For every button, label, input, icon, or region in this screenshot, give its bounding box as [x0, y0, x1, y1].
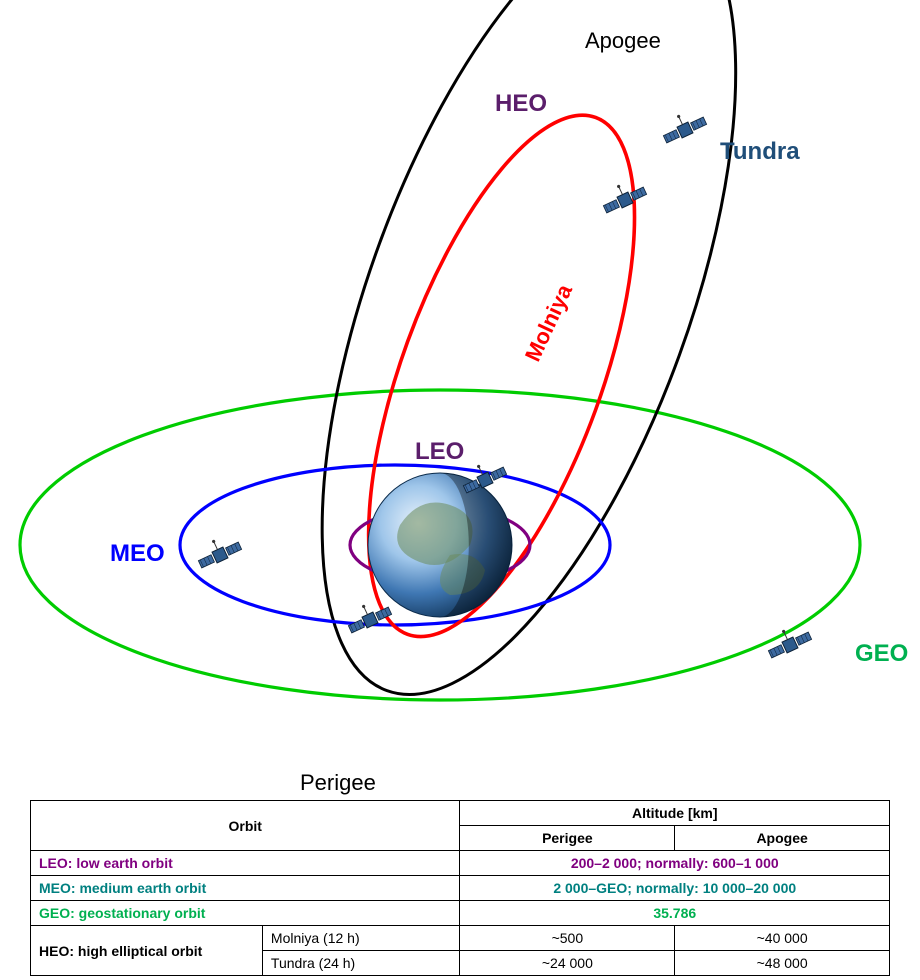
cell-leo-label: LEO: low earth orbit: [31, 851, 460, 876]
orbit-table: Orbit Altitude [km] Perigee Apogee LEO: …: [30, 800, 890, 976]
row-meo: MEO: medium earth orbit 2 000–GEO; norma…: [31, 876, 890, 901]
orbit-svg: [0, 0, 920, 800]
label-meo: MEO: [110, 540, 165, 568]
cell-tundra-name: Tundra (24 h): [262, 951, 460, 976]
cell-molniya-name: Molniya (12 h): [262, 926, 460, 951]
cell-heo-label: HEO: high elliptical orbit: [31, 926, 263, 976]
row-geo: GEO: geostationary orbit 35.786: [31, 901, 890, 926]
cell-geo-value: 35.786: [460, 901, 890, 926]
orbit-diagram: ApogeeHEOTundraMolniyaLEOMEOGEOPerigee: [0, 0, 920, 800]
th-altitude: Altitude [km]: [460, 801, 890, 826]
cell-tundra-perigee: ~24 000: [460, 951, 675, 976]
heo-sat: [658, 106, 707, 145]
label-apogee: Apogee: [585, 28, 661, 54]
cell-molniya-perigee: ~500: [460, 926, 675, 951]
cell-molniya-apogee: ~40 000: [675, 926, 890, 951]
label-leo: LEO: [415, 438, 464, 466]
th-apogee: Apogee: [675, 826, 890, 851]
row-heo-molniya: HEO: high elliptical orbit Molniya (12 h…: [31, 926, 890, 951]
cell-tundra-apogee: ~48 000: [675, 951, 890, 976]
th-orbit: Orbit: [31, 801, 460, 851]
meo-sat: [193, 531, 242, 570]
molniya-perigee-sat: [343, 596, 392, 635]
molniya-sat: [598, 176, 647, 215]
cell-leo-value: 200–2 000; normally: 600–1 000: [460, 851, 890, 876]
label-perigee: Perigee: [300, 770, 376, 796]
label-heo: HEO: [495, 90, 547, 118]
cell-meo-value: 2 000–GEO; normally: 10 000–20 000: [460, 876, 890, 901]
label-geo: GEO: [855, 640, 908, 668]
label-tundra: Tundra: [720, 138, 800, 166]
orbit-table-container: Orbit Altitude [km] Perigee Apogee LEO: …: [30, 800, 890, 976]
th-perigee: Perigee: [460, 826, 675, 851]
row-leo: LEO: low earth orbit 200–2 000; normally…: [31, 851, 890, 876]
cell-geo-label: GEO: geostationary orbit: [31, 901, 460, 926]
cell-meo-label: MEO: medium earth orbit: [31, 876, 460, 901]
